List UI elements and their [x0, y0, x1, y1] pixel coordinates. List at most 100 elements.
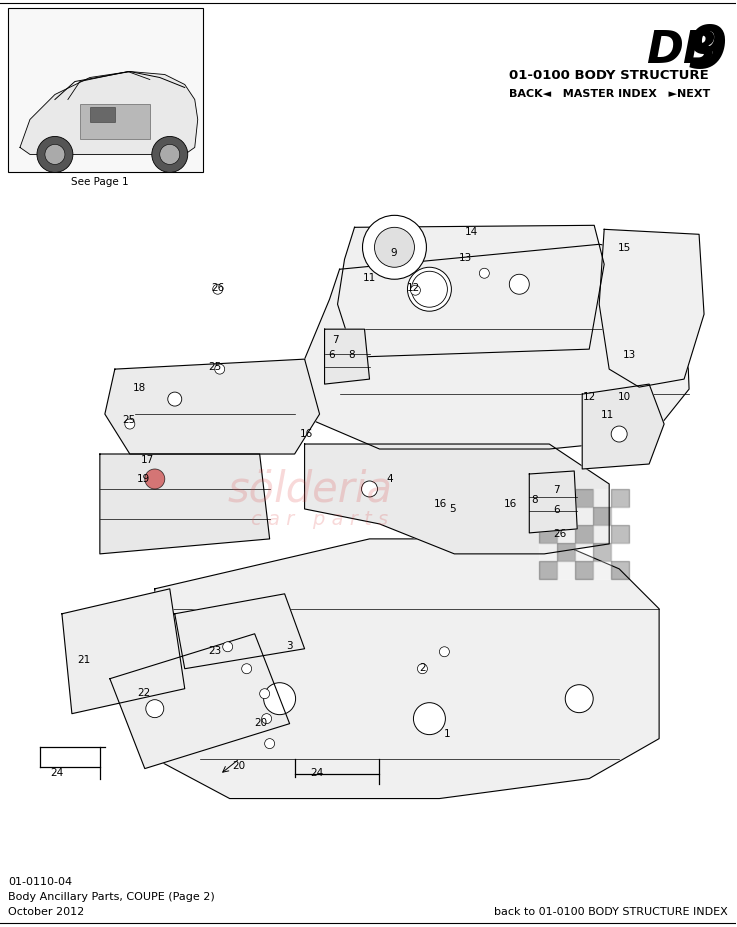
Text: 23: 23: [208, 645, 221, 655]
Text: 24: 24: [310, 767, 324, 777]
Circle shape: [479, 269, 489, 279]
Circle shape: [152, 137, 188, 173]
Bar: [593, 507, 611, 526]
Text: 19: 19: [137, 474, 150, 484]
Circle shape: [417, 664, 427, 674]
Text: 12: 12: [582, 392, 595, 401]
Polygon shape: [62, 590, 185, 714]
Polygon shape: [529, 472, 577, 533]
Text: sölderia: sölderia: [227, 468, 392, 511]
Bar: [575, 561, 593, 579]
Circle shape: [146, 700, 164, 717]
Bar: [539, 543, 557, 561]
Circle shape: [534, 508, 545, 520]
Text: 01-0100 BODY STRUCTURE: 01-0100 BODY STRUCTURE: [509, 69, 709, 82]
Polygon shape: [338, 226, 604, 358]
Text: 8: 8: [348, 349, 354, 360]
Text: 17: 17: [142, 454, 155, 464]
Circle shape: [411, 272, 447, 308]
Text: 15: 15: [618, 243, 631, 253]
Bar: [557, 507, 575, 526]
Circle shape: [411, 286, 420, 296]
Circle shape: [363, 216, 427, 280]
Circle shape: [125, 420, 135, 429]
Text: 3: 3: [286, 640, 293, 650]
Polygon shape: [110, 634, 290, 768]
Text: 1: 1: [444, 728, 451, 738]
Text: 20: 20: [232, 760, 245, 769]
Text: 13: 13: [623, 349, 636, 360]
Polygon shape: [100, 454, 270, 554]
Text: 11: 11: [601, 410, 614, 420]
Bar: [593, 561, 611, 579]
Circle shape: [362, 481, 377, 498]
Bar: [90, 108, 115, 123]
Circle shape: [223, 642, 233, 652]
Text: back to 01-0100 BODY STRUCTURE INDEX: back to 01-0100 BODY STRUCTURE INDEX: [495, 907, 728, 917]
Polygon shape: [155, 540, 659, 799]
Circle shape: [144, 469, 165, 489]
Circle shape: [160, 146, 180, 165]
Text: 9: 9: [390, 248, 397, 258]
Bar: [611, 526, 629, 543]
Text: 14: 14: [465, 227, 478, 237]
Text: 26: 26: [553, 528, 567, 539]
Text: 5: 5: [449, 503, 455, 514]
Bar: [611, 489, 629, 507]
Text: 25: 25: [208, 362, 221, 372]
Bar: [80, 106, 150, 140]
Circle shape: [509, 275, 529, 295]
Bar: [593, 543, 611, 561]
Text: 16: 16: [434, 499, 447, 508]
Bar: [539, 561, 557, 579]
Text: 7: 7: [332, 335, 339, 345]
Text: 10: 10: [618, 392, 631, 401]
Text: 25: 25: [122, 414, 136, 425]
Text: 4: 4: [386, 474, 393, 484]
Circle shape: [413, 703, 445, 735]
Text: 20: 20: [254, 717, 268, 727]
Bar: [557, 561, 575, 579]
Circle shape: [265, 739, 275, 749]
Polygon shape: [175, 594, 304, 669]
Polygon shape: [599, 230, 704, 387]
Circle shape: [611, 426, 627, 442]
Text: 26: 26: [211, 283, 224, 293]
Text: DB: DB: [646, 29, 717, 71]
Bar: [611, 507, 629, 526]
Circle shape: [37, 137, 73, 173]
Circle shape: [408, 268, 451, 311]
Bar: [557, 526, 575, 543]
Text: 21: 21: [77, 654, 91, 664]
Text: BACK◄   MASTER INDEX   ►NEXT: BACK◄ MASTER INDEX ►NEXT: [509, 88, 710, 98]
Text: 16: 16: [300, 428, 313, 438]
Circle shape: [262, 714, 272, 724]
Text: 11: 11: [363, 273, 376, 283]
Polygon shape: [304, 445, 609, 554]
Text: 7: 7: [553, 485, 559, 494]
Bar: [575, 507, 593, 526]
Text: 12: 12: [407, 283, 420, 293]
Text: c a r   p a r t s: c a r p a r t s: [251, 510, 388, 529]
Bar: [8, 8, 203, 173]
Circle shape: [214, 364, 225, 375]
Polygon shape: [20, 72, 198, 155]
Circle shape: [259, 689, 270, 699]
Polygon shape: [105, 360, 320, 454]
Text: 9: 9: [686, 22, 727, 80]
Circle shape: [213, 285, 223, 295]
Bar: [611, 543, 629, 561]
Bar: [539, 507, 557, 526]
Polygon shape: [582, 385, 664, 469]
Text: 16: 16: [503, 499, 517, 508]
Text: See Page 1: See Page 1: [71, 177, 129, 187]
Circle shape: [45, 146, 65, 165]
Text: 6: 6: [553, 504, 559, 514]
Text: 2: 2: [419, 662, 426, 672]
Polygon shape: [304, 245, 689, 450]
Text: 18: 18: [133, 383, 147, 393]
Bar: [575, 489, 593, 507]
Bar: [539, 489, 557, 507]
Text: 01-0110-04: 01-0110-04: [8, 877, 72, 886]
Circle shape: [242, 664, 251, 674]
